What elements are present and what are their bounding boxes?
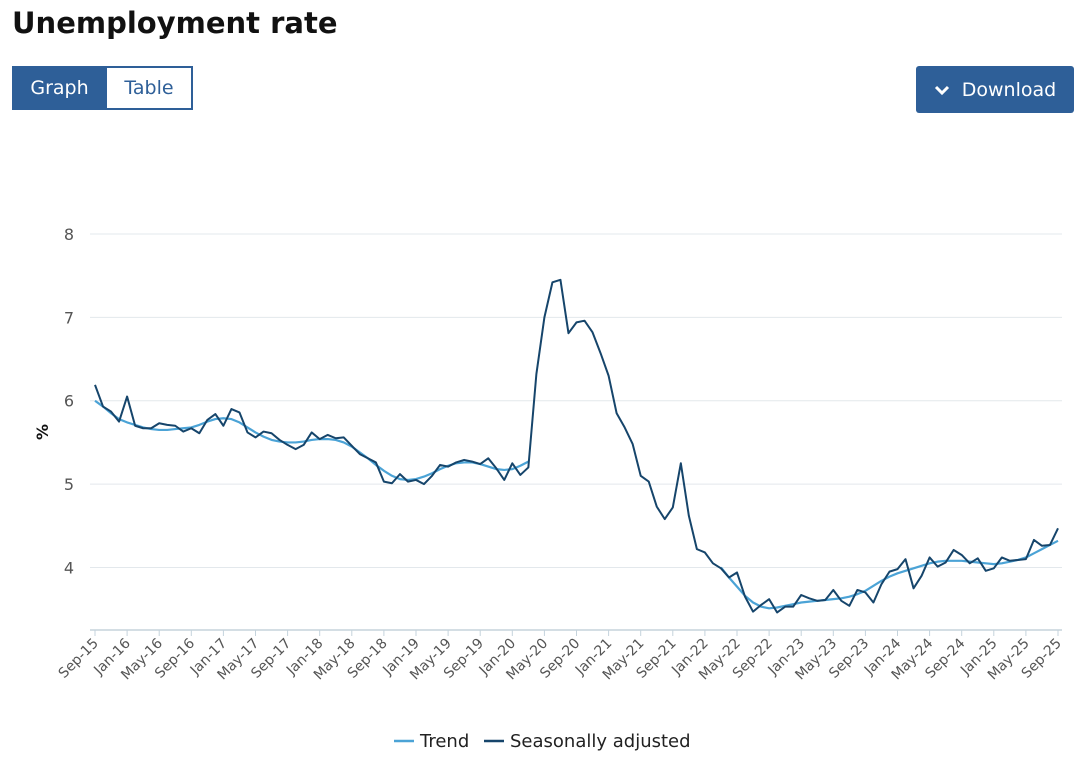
series-line <box>94 278 1059 614</box>
y-tick-label: 4 <box>64 558 74 577</box>
download-label: Download <box>961 78 1057 101</box>
chevron-icon <box>934 85 949 95</box>
view-tabs: Graph Table <box>12 66 193 110</box>
x-tick-label: Sep-15 <box>56 636 102 682</box>
y-axis-label: % <box>33 424 52 440</box>
y-tick-label: 8 <box>64 225 74 244</box>
legend-label: Trend <box>419 731 469 752</box>
y-tick-label: 5 <box>64 475 74 494</box>
graph-tab[interactable]: Graph <box>12 66 107 110</box>
page-title: Unemployment rate <box>12 6 338 40</box>
legend-label: Seasonally adjusted <box>510 731 691 752</box>
y-tick-label: 7 <box>64 308 74 327</box>
y-tick-label: 6 <box>64 392 74 411</box>
series-line <box>94 399 1059 610</box>
table-tab[interactable]: Table <box>107 66 193 110</box>
download-button[interactable]: Download <box>916 66 1074 113</box>
